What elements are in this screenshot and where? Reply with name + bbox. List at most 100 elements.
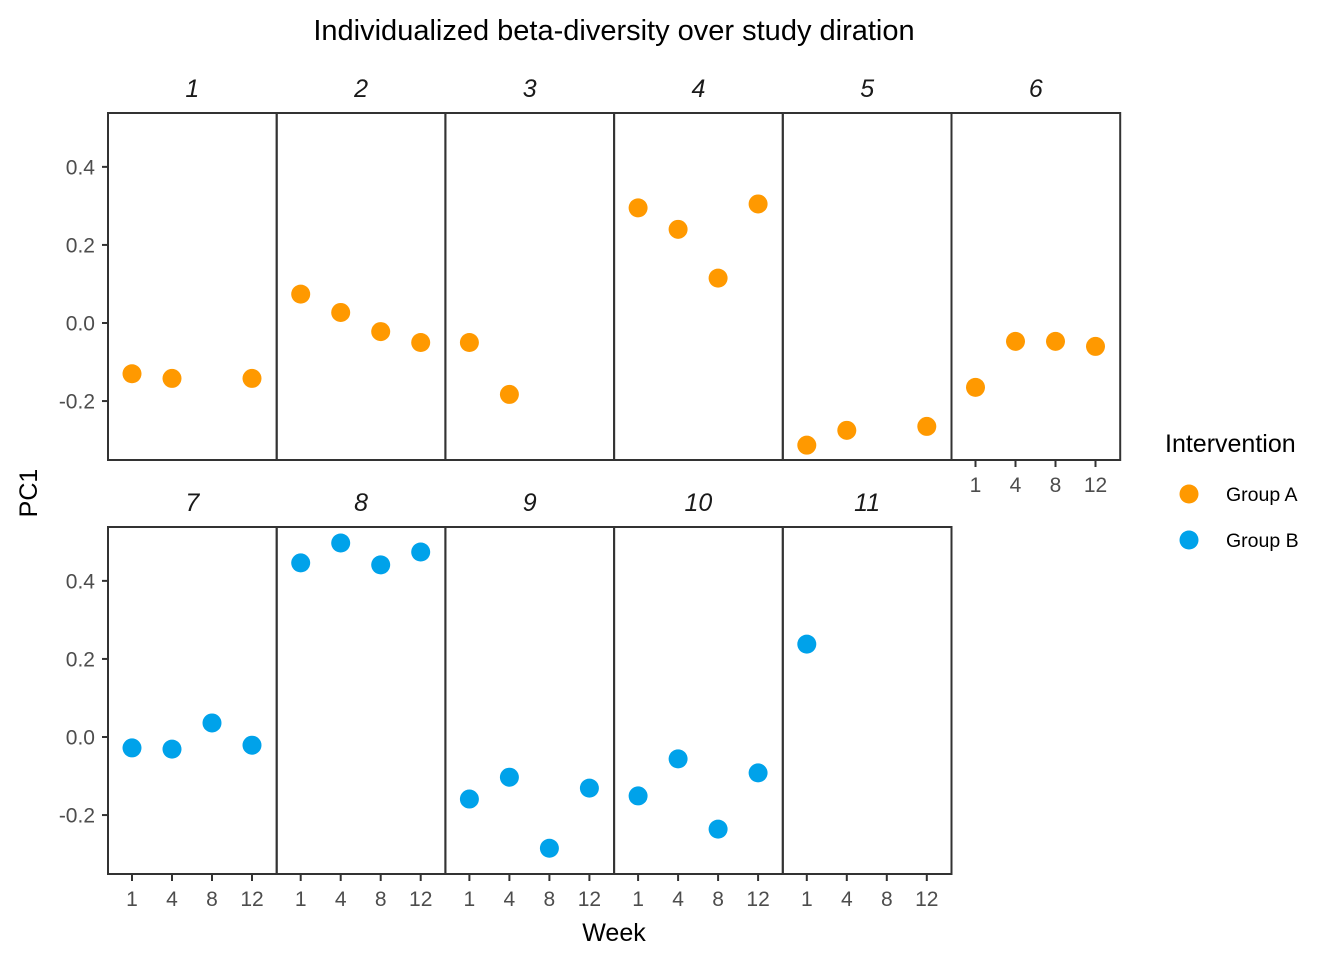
legend-label: Group B	[1226, 530, 1299, 552]
panel-border	[444, 112, 616, 461]
x-tick-label: 8	[544, 888, 556, 911]
facet-panel-9: 9 1 4 8 12	[444, 489, 616, 911]
facet-strip-label: 5	[860, 75, 874, 103]
data-point	[668, 749, 688, 769]
data-point	[122, 738, 142, 758]
y-tick-label: 0.4	[66, 156, 96, 179]
data-point	[628, 198, 648, 218]
panel-border	[444, 526, 616, 875]
data-point	[331, 302, 351, 322]
facet-strip-label: 11	[854, 489, 880, 517]
x-tick-label: 1	[295, 888, 307, 911]
data-point	[708, 268, 728, 288]
facet-strip-label: 8	[354, 489, 368, 517]
legend: Intervention Group A Group B	[1165, 430, 1299, 552]
data-point	[748, 763, 768, 783]
x-tick-label: 12	[1084, 474, 1107, 497]
panel-border	[107, 526, 278, 875]
data-point	[162, 368, 182, 388]
y-tick-label: 0.2	[66, 648, 95, 671]
data-point	[411, 333, 431, 353]
panel-border	[613, 112, 784, 461]
x-tick-label: 8	[375, 888, 387, 911]
x-tick-label: 4	[841, 888, 853, 911]
data-point	[291, 553, 311, 573]
facet-panel-2: 2	[275, 75, 447, 461]
x-tick-label: 4	[1010, 474, 1022, 497]
data-point	[162, 739, 182, 759]
panel-border	[275, 526, 447, 875]
data-point	[499, 767, 519, 787]
x-tick-label: 8	[1050, 474, 1062, 497]
chart-title: Individualized beta-diversity over study…	[313, 15, 914, 47]
facet-panel-5: 5	[781, 75, 953, 461]
data-point	[1046, 331, 1065, 351]
facet-panel-3: 3	[444, 75, 616, 461]
x-tick-label: 4	[504, 888, 516, 911]
facet-strip-label: 2	[353, 75, 368, 103]
facet-panel-11: 111 4 8 12	[781, 489, 953, 911]
x-tick-label: 1	[632, 888, 644, 911]
facet-strip-label: 9	[523, 489, 537, 517]
panel-border	[613, 526, 784, 875]
data-point	[579, 778, 599, 798]
x-tick-label: 12	[746, 888, 769, 911]
x-tick-label: 8	[712, 888, 724, 911]
facet-panel-4: 4	[613, 75, 784, 461]
facet-strip-label: 10	[685, 489, 713, 517]
data-point	[1006, 331, 1025, 351]
facet-panels: 1 -0.2 0.0 0.2 0.4 2 3 4 5 6 1 4 8 12 7 -0.2 0.0 0.2 0.4 1 4…	[59, 75, 1122, 911]
data-point	[748, 194, 768, 214]
x-tick-label: 4	[335, 888, 347, 911]
data-point	[371, 322, 391, 342]
legend-key-group-a	[1179, 484, 1199, 504]
x-tick-label: 8	[881, 888, 893, 911]
y-tick-label: -0.2	[59, 391, 95, 414]
data-point	[837, 420, 857, 440]
data-point	[459, 789, 479, 809]
x-axis-title: Week	[582, 919, 646, 947]
data-point	[331, 533, 351, 553]
x-tick-label: 4	[166, 888, 178, 911]
x-tick-label: 12	[578, 888, 601, 911]
legend-label: Group A	[1226, 484, 1298, 506]
data-point	[917, 416, 937, 436]
facet-strip-label: 6	[1029, 75, 1043, 103]
facet-strip-label: 1	[185, 75, 199, 103]
y-tick-label: 0.0	[66, 726, 95, 749]
y-tick-label: -0.2	[59, 805, 95, 828]
x-tick-label: 1	[126, 888, 138, 911]
data-point	[411, 542, 431, 562]
y-tick-label: 0.0	[66, 312, 95, 335]
data-point	[242, 368, 262, 388]
data-point	[122, 364, 142, 384]
data-point	[459, 333, 479, 353]
data-point	[291, 284, 311, 304]
y-tick-label: 0.4	[66, 570, 96, 593]
x-tick-label: 12	[409, 888, 432, 911]
data-point	[539, 838, 559, 858]
y-axis-title: PC1	[15, 469, 43, 518]
data-point	[708, 819, 728, 839]
facet-panel-7: 7 -0.2 0.0 0.2 0.4 1 4 8 12	[59, 489, 278, 911]
panel-border	[107, 112, 278, 461]
x-tick-label: 1	[464, 888, 476, 911]
data-point	[1086, 336, 1105, 356]
data-point	[668, 219, 688, 239]
x-tick-label: 12	[915, 888, 938, 911]
facet-panel-10: 10 1 4 8 12	[613, 489, 784, 911]
x-tick-label: 1	[801, 888, 813, 911]
data-point	[242, 735, 262, 755]
data-point	[499, 384, 519, 404]
x-tick-label: 1	[970, 474, 982, 497]
data-point	[797, 634, 817, 654]
legend-title: Intervention	[1165, 430, 1296, 458]
data-point	[797, 435, 817, 455]
panel-border	[950, 112, 1122, 461]
facet-strip-label: 4	[691, 75, 705, 103]
facet-strip-label: 3	[523, 75, 537, 103]
facet-panel-8: 8 1 4 8 12	[275, 489, 447, 911]
data-point	[628, 786, 648, 806]
facet-strip-label: 7	[185, 489, 200, 517]
